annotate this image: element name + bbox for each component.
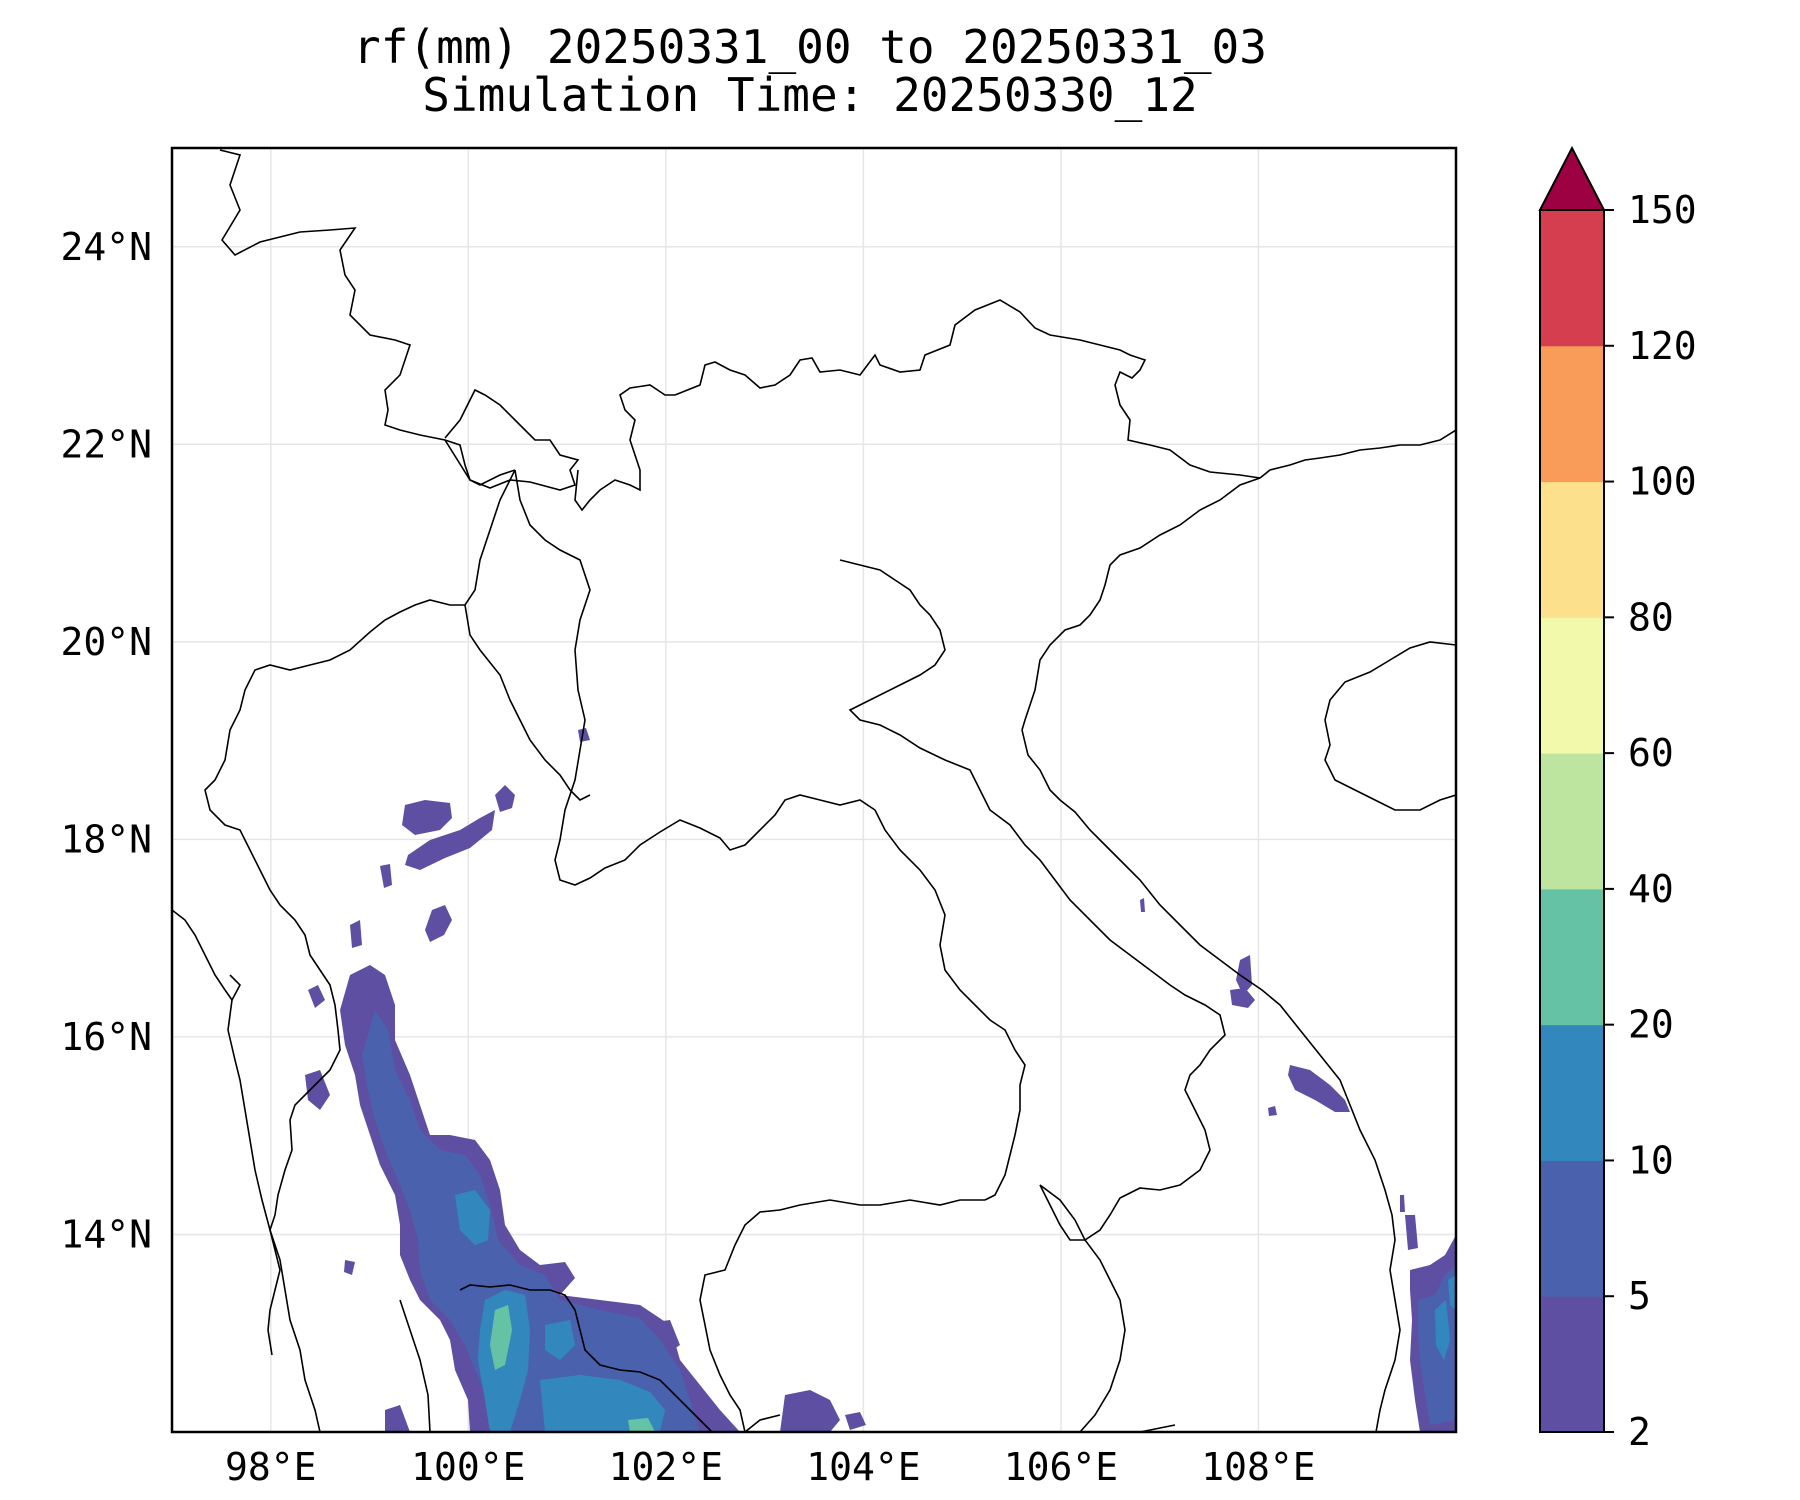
map-title-line-2: Simulation Time: 20250330_12 xyxy=(422,68,1198,122)
colorbar-bin xyxy=(1540,210,1604,347)
border-line xyxy=(699,1199,985,1432)
border-line xyxy=(444,439,516,486)
coastline xyxy=(172,909,241,1002)
rain-patch xyxy=(425,905,452,942)
rain-patch xyxy=(362,1010,700,1432)
rain-patch xyxy=(1288,1065,1350,1112)
border-line xyxy=(839,559,1226,1241)
map-title-line-1: rf(mm) 20250331_00 to 20250331_03 xyxy=(353,20,1267,74)
colorbar-tick-label: 150 xyxy=(1628,188,1697,232)
rain-patch xyxy=(545,1320,575,1360)
y-tick-label: 16°N xyxy=(60,1015,152,1059)
coastline xyxy=(1021,729,1401,1432)
coastline xyxy=(459,1284,713,1432)
colorbar-extend-arrow xyxy=(1538,145,1606,211)
colorbar-tick-label: 10 xyxy=(1628,1138,1674,1182)
rain-patch xyxy=(380,864,392,888)
rain-patch xyxy=(1435,1300,1450,1360)
rain-patch xyxy=(1236,955,1252,995)
coastline xyxy=(1139,1424,1176,1432)
colorbar-bin xyxy=(1540,888,1604,1026)
coastline xyxy=(1021,477,1261,731)
rain-patch xyxy=(402,800,452,835)
rain-patch xyxy=(1448,1275,1456,1310)
x-axis-ticks: 98°E 100°E 102°E 104°E 106°E 108°E xyxy=(225,1445,1316,1489)
rain-patch xyxy=(578,728,590,742)
border-line xyxy=(219,149,580,491)
colorbar-bin xyxy=(1540,617,1604,754)
coastline xyxy=(744,1414,781,1432)
border-line xyxy=(674,299,1261,479)
x-tick-label: 98°E xyxy=(225,1445,317,1489)
y-axis-ticks: 24°N 22°N 20°N 18°N 16°N 14°N xyxy=(60,225,152,1257)
rain-patch xyxy=(490,1305,512,1370)
colorbar-tick-label: 120 xyxy=(1628,324,1697,368)
gridlines xyxy=(172,148,1456,1432)
x-tick-label: 108°E xyxy=(1201,1445,1315,1489)
rain-patch xyxy=(305,1070,330,1110)
colorbar-outline xyxy=(1539,209,1605,1433)
colorbar-bin xyxy=(1540,753,1604,890)
colorbar-tick-label: 2 xyxy=(1628,1410,1651,1454)
x-tick-label: 100°E xyxy=(411,1445,525,1489)
colorbar: 2 5 10 20 40 60 80 100 120 150 xyxy=(1538,145,1697,1454)
coastline xyxy=(399,1299,431,1432)
map-background xyxy=(172,148,1456,1432)
colorbar-tick-label: 100 xyxy=(1628,460,1697,504)
x-tick-label: 102°E xyxy=(609,1445,723,1489)
y-tick-label: 20°N xyxy=(60,620,152,664)
rain-patch xyxy=(1230,988,1255,1008)
colorbar-tick-label: 20 xyxy=(1628,1003,1674,1047)
rain-patch xyxy=(540,1375,665,1432)
coastline xyxy=(1259,429,1456,479)
coastline xyxy=(227,999,321,1432)
rain-patch xyxy=(385,1405,410,1432)
rain-patch xyxy=(1268,1106,1277,1116)
border-line xyxy=(464,604,591,801)
colorbar-bin xyxy=(1540,1160,1604,1297)
coastline xyxy=(1324,641,1456,811)
colorbar-bin xyxy=(1540,1024,1604,1161)
rain-patch xyxy=(405,810,495,870)
border-line xyxy=(204,469,516,1356)
y-tick-label: 22°N xyxy=(60,422,152,466)
rain-patch xyxy=(628,1418,655,1432)
colorbar-tick-label: 5 xyxy=(1628,1274,1651,1318)
colorbar-tick-label: 60 xyxy=(1628,731,1674,775)
rain-patch xyxy=(308,985,325,1008)
border-line xyxy=(514,469,1026,1201)
colorbar-bin xyxy=(1540,1296,1604,1433)
map-outlines xyxy=(172,149,1456,1432)
map-frame xyxy=(170,146,1458,1434)
colorbar-bin xyxy=(1540,481,1604,618)
rain-patch xyxy=(1405,1215,1418,1250)
x-tick-label: 104°E xyxy=(806,1445,920,1489)
rain-patch xyxy=(340,965,740,1432)
y-tick-label: 14°N xyxy=(60,1212,152,1256)
y-tick-label: 24°N xyxy=(60,225,152,269)
colorbar-tick-label: 80 xyxy=(1628,595,1674,639)
border-line xyxy=(574,384,675,512)
rainfall-field xyxy=(305,728,1456,1432)
rain-patch xyxy=(495,785,515,812)
rain-patch xyxy=(455,1190,490,1245)
rain-patch xyxy=(845,1412,866,1430)
rain-patch xyxy=(344,1260,355,1275)
rain-patch xyxy=(780,1390,840,1432)
colorbar-bin xyxy=(1540,345,1604,483)
colorbar-tick-label: 40 xyxy=(1628,867,1674,911)
rain-patch xyxy=(1400,1195,1405,1212)
y-tick-label: 18°N xyxy=(60,817,152,861)
border-line xyxy=(1039,1184,1126,1432)
x-tick-label: 106°E xyxy=(1004,1445,1118,1489)
rain-patch xyxy=(350,920,362,948)
rain-patch xyxy=(1140,898,1145,912)
